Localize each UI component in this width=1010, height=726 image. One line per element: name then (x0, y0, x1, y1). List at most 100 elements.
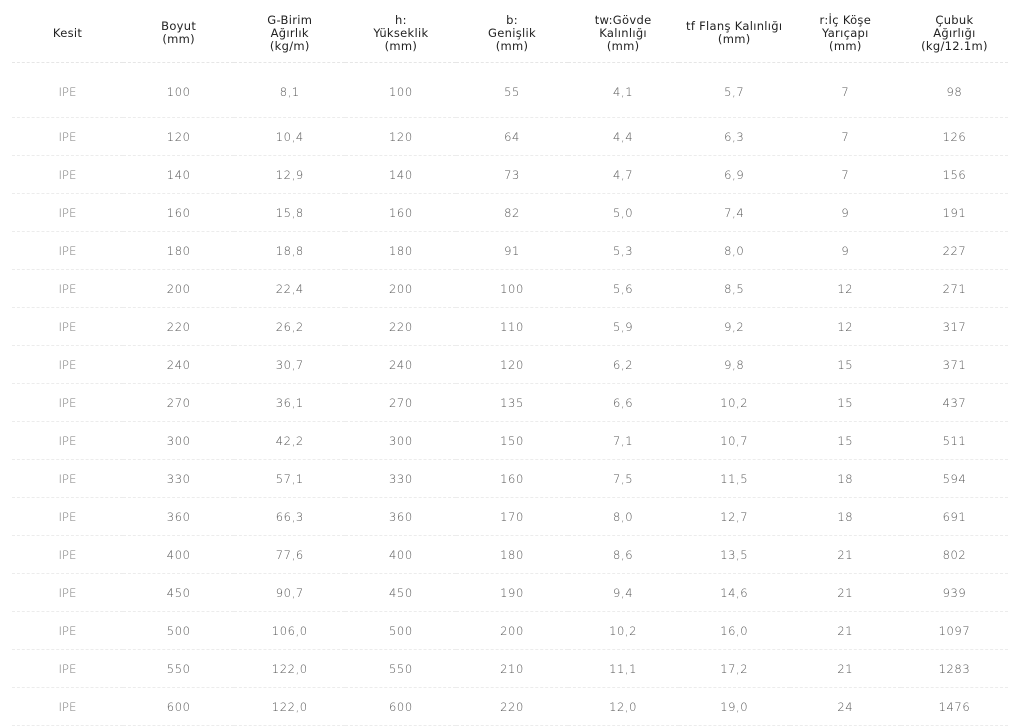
table-row: IPE 220 26,2 220 110 5,9 9,2 12 317 (12, 307, 1008, 346)
cell-b-genislik: 100 (456, 269, 568, 308)
cell-cubuk-agirligi: 156 (900, 155, 1008, 194)
cell-boyut: 240 (123, 345, 235, 384)
cell-tw-govde-kalinligi: 8,6 (567, 535, 679, 574)
cell-h-yukseklik: 200 (345, 269, 457, 308)
cell-tf-flans-kalinligi: 5,7 (678, 62, 790, 118)
cell-boyut: 220 (123, 307, 235, 346)
cell-r-ic-kose-yaricapi: 18 (789, 497, 901, 536)
cell-g-birim-agirlik: 77,6 (234, 535, 346, 574)
table-row: IPE 360 66,3 360 170 8,0 12,7 18 691 (12, 497, 1008, 536)
cell-boyut: 450 (123, 573, 235, 612)
cell-tf-flans-kalinligi: 17,2 (678, 649, 790, 688)
cell-h-yukseklik: 360 (345, 497, 457, 536)
header-kesit: Kesit (12, 4, 124, 63)
cell-g-birim-agirlik: 36,1 (234, 383, 346, 422)
cell-g-birim-agirlik: 90,7 (234, 573, 346, 612)
cell-tw-govde-kalinligi: 9,4 (567, 573, 679, 612)
cell-cubuk-agirligi: 191 (900, 193, 1008, 232)
cell-cubuk-agirligi: 1283 (900, 649, 1008, 688)
cell-r-ic-kose-yaricapi: 21 (789, 535, 901, 574)
cell-h-yukseklik: 600 (345, 687, 457, 726)
cell-g-birim-agirlik: 66,3 (234, 497, 346, 536)
header-cubuk-agirligi: Çubuk Ağırlığı (kg/12.1m) (900, 4, 1008, 63)
cell-h-yukseklik: 240 (345, 345, 457, 384)
cell-h-yukseklik: 500 (345, 611, 457, 650)
cell-kesit: IPE (12, 687, 124, 726)
cell-r-ic-kose-yaricapi: 12 (789, 307, 901, 346)
cell-kesit: IPE (12, 62, 124, 118)
cell-tw-govde-kalinligi: 8,0 (567, 497, 679, 536)
cell-tf-flans-kalinligi: 9,8 (678, 345, 790, 384)
table-row: IPE 270 36,1 270 135 6,6 10,2 15 437 (12, 383, 1008, 422)
table-row: IPE 400 77,6 400 180 8,6 13,5 21 802 (12, 535, 1008, 574)
cell-cubuk-agirligi: 691 (900, 497, 1008, 536)
cell-r-ic-kose-yaricapi: 9 (789, 193, 901, 232)
cell-r-ic-kose-yaricapi: 12 (789, 269, 901, 308)
cell-b-genislik: 64 (456, 117, 568, 156)
cell-tw-govde-kalinligi: 5,6 (567, 269, 679, 308)
cell-g-birim-agirlik: 15,8 (234, 193, 346, 232)
cell-tw-govde-kalinligi: 4,7 (567, 155, 679, 194)
cell-b-genislik: 120 (456, 345, 568, 384)
cell-tw-govde-kalinligi: 6,6 (567, 383, 679, 422)
cell-h-yukseklik: 300 (345, 421, 457, 460)
cell-tw-govde-kalinligi: 5,0 (567, 193, 679, 232)
header-tw-govde-kalinligi: tw:Gövde Kalınlığı (mm) (567, 4, 679, 63)
table-row: IPE 120 10,4 120 64 4,4 6,3 7 126 (12, 117, 1008, 156)
cell-tw-govde-kalinligi: 5,3 (567, 231, 679, 270)
cell-kesit: IPE (12, 345, 124, 384)
cell-g-birim-agirlik: 106,0 (234, 611, 346, 650)
cell-r-ic-kose-yaricapi: 18 (789, 459, 901, 498)
cell-tf-flans-kalinligi: 10,2 (678, 383, 790, 422)
cell-cubuk-agirligi: 802 (900, 535, 1008, 574)
table-header: Kesit Boyut (mm) G-Birim Ağırlık (kg/m) h: … (12, 4, 1008, 63)
cell-h-yukseklik: 330 (345, 459, 457, 498)
cell-tw-govde-kalinligi: 10,2 (567, 611, 679, 650)
cell-h-yukseklik: 120 (345, 117, 457, 156)
cell-g-birim-agirlik: 10,4 (234, 117, 346, 156)
cell-tw-govde-kalinligi: 7,1 (567, 421, 679, 460)
header-g-birim-agirlik: G-Birim Ağırlık (kg/m) (234, 4, 346, 63)
cell-boyut: 140 (123, 155, 235, 194)
cell-boyut: 160 (123, 193, 235, 232)
cell-boyut: 400 (123, 535, 235, 574)
cell-cubuk-agirligi: 511 (900, 421, 1008, 460)
cell-b-genislik: 210 (456, 649, 568, 688)
cell-tf-flans-kalinligi: 8,0 (678, 231, 790, 270)
cell-b-genislik: 190 (456, 573, 568, 612)
table-row: IPE 160 15,8 160 82 5,0 7,4 9 191 (12, 193, 1008, 232)
table-body: IPE 100 8,1 100 55 4,1 5,7 7 98 IPE 120 10,4 120 64 4,… (12, 62, 1008, 726)
cell-g-birim-agirlik: 22,4 (234, 269, 346, 308)
cell-r-ic-kose-yaricapi: 15 (789, 383, 901, 422)
cell-cubuk-agirligi: 371 (900, 345, 1008, 384)
cell-g-birim-agirlik: 57,1 (234, 459, 346, 498)
table-row: IPE 180 18,8 180 91 5,3 8,0 9 227 (12, 231, 1008, 270)
cell-boyut: 120 (123, 117, 235, 156)
cell-tf-flans-kalinligi: 11,5 (678, 459, 790, 498)
header-row: Kesit Boyut (mm) G-Birim Ağırlık (kg/m) h: … (12, 4, 1008, 63)
cell-tf-flans-kalinligi: 9,2 (678, 307, 790, 346)
cell-b-genislik: 220 (456, 687, 568, 726)
cell-g-birim-agirlik: 12,9 (234, 155, 346, 194)
cell-b-genislik: 91 (456, 231, 568, 270)
cell-boyut: 500 (123, 611, 235, 650)
cell-b-genislik: 82 (456, 193, 568, 232)
cell-b-genislik: 170 (456, 497, 568, 536)
cell-kesit: IPE (12, 421, 124, 460)
cell-tw-govde-kalinligi: 7,5 (567, 459, 679, 498)
table-row: IPE 140 12,9 140 73 4,7 6,9 7 156 (12, 155, 1008, 194)
cell-tf-flans-kalinligi: 13,5 (678, 535, 790, 574)
cell-kesit: IPE (12, 193, 124, 232)
cell-tf-flans-kalinligi: 19,0 (678, 687, 790, 726)
cell-boyut: 180 (123, 231, 235, 270)
cell-boyut: 200 (123, 269, 235, 308)
cell-g-birim-agirlik: 8,1 (234, 62, 346, 118)
cell-kesit: IPE (12, 459, 124, 498)
cell-cubuk-agirligi: 1476 (900, 687, 1008, 726)
cell-r-ic-kose-yaricapi: 9 (789, 231, 901, 270)
cell-r-ic-kose-yaricapi: 21 (789, 611, 901, 650)
cell-h-yukseklik: 180 (345, 231, 457, 270)
cell-b-genislik: 55 (456, 62, 568, 118)
cell-g-birim-agirlik: 122,0 (234, 649, 346, 688)
cell-tf-flans-kalinligi: 8,5 (678, 269, 790, 308)
